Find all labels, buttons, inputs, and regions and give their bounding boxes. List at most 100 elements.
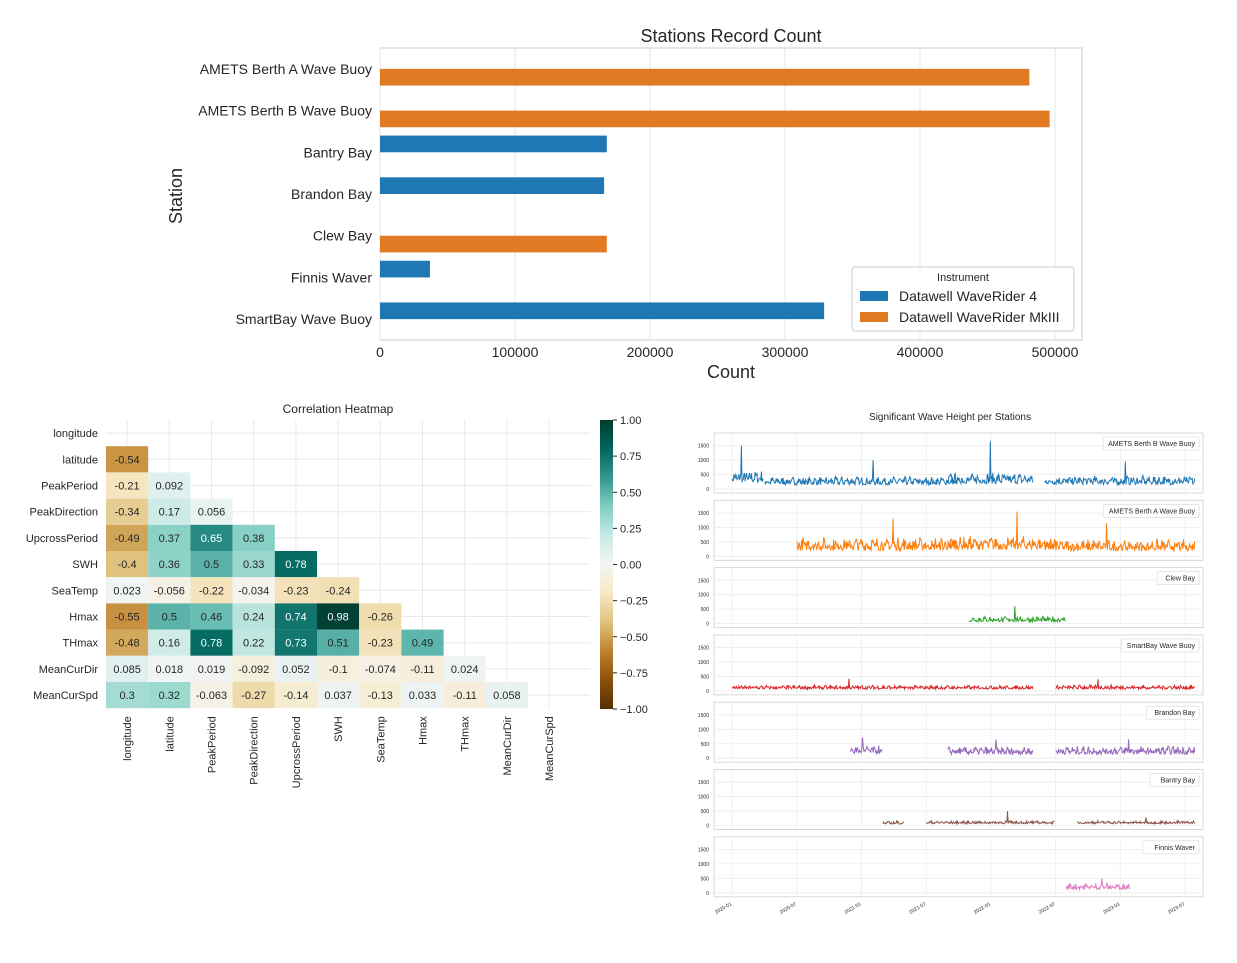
heatmap-row-label: longitude	[53, 428, 98, 440]
heatmap-cell-label: -0.13	[368, 690, 393, 702]
wave-height-legend-label: AMETS Berth B Wave Buoy	[1108, 441, 1195, 448]
heatmap-row-label: THmax	[63, 638, 99, 650]
colorbar-tick-label: −0.75	[620, 668, 648, 680]
heatmap-cell-label: 0.37	[159, 533, 180, 545]
heatmap-cell-label: 0.46	[201, 612, 222, 624]
wave-height-y-tick-label: 1000	[698, 458, 709, 464]
heatmap-cell	[232, 629, 275, 656]
heatmap-cell	[232, 524, 275, 551]
wave-height-legend-label: AMETS Berth A Wave Buoy	[1109, 508, 1196, 515]
heatmap-cell	[401, 682, 444, 709]
wave-height-x-tick-label: 2022-07	[1038, 901, 1057, 915]
wave-height-y-tick-label: 1500	[698, 646, 709, 652]
heatmap-cell-label: 0.5	[204, 559, 219, 571]
heatmap-cell	[148, 498, 191, 525]
heatmap-cell	[317, 577, 360, 604]
wave-height-y-tick-label: 0	[706, 554, 709, 560]
wave-height-y-tick-label: 1000	[698, 525, 709, 531]
heatmap-cell-label: 0.36	[159, 559, 180, 571]
heatmap-row-label: UpcrossPeriod	[26, 533, 98, 545]
heatmap-cell	[148, 472, 191, 499]
heatmap-column-label: longitude	[122, 716, 134, 761]
bar	[380, 135, 607, 153]
heatmap-cell-label: -0.48	[115, 638, 140, 650]
bar-chart: AMETS Berth A Wave Buoy AMETS Berth B Wav…	[166, 26, 1083, 382]
heatmap-cell	[148, 682, 191, 709]
wave-height-panel: 0 500 1000 1500 Bantry Bay	[698, 769, 1204, 830]
heatmap-colorbar	[600, 420, 613, 709]
heatmap-cell	[232, 655, 275, 682]
colorbar-tick-label: −0.25	[620, 596, 648, 608]
heatmap-cell-label: -0.1	[329, 664, 348, 676]
bar-x-tick-labels: 0 100000 200000 300000 400000 500000	[376, 344, 1078, 360]
heatmap-cell-label: 0.058	[493, 690, 521, 702]
legend-label-waverider4: Datawell WaveRider 4	[899, 288, 1037, 304]
bar-x-tick-label: 300000	[762, 344, 809, 360]
wave-height-x-tick-label: 2021-07	[908, 901, 927, 915]
colorbar-tick-label: 0.75	[620, 451, 641, 463]
heatmap-cell	[232, 682, 275, 709]
heatmap-cell	[148, 655, 191, 682]
heatmap-cell	[401, 655, 444, 682]
wave-height-panel: 0 500 1000 1500 AMETS Berth B Wave Buoy	[698, 432, 1204, 494]
wave-height-panels: 0 500 1000 1500 AMETS Berth B Wave Buoy 0 500 1…	[698, 432, 1204, 898]
heatmap-cell	[190, 629, 233, 656]
wave-height-y-tick-label: 1500	[698, 780, 709, 786]
wave-height-panel: 0 500 1000 1500 SmartBay Wave Buoy	[698, 634, 1204, 696]
wave-height-y-tick-label: 500	[701, 607, 710, 613]
wave-height-x-tick-labels: 2020-01 2020-07 2021-01 2021-07 2022-01 2022-…	[714, 901, 1186, 915]
heatmap-cell	[106, 629, 149, 656]
bar-x-tick-label: 100000	[492, 344, 539, 360]
heatmap-cell-label: -0.14	[283, 690, 308, 702]
heatmap-cell	[317, 655, 360, 682]
heatmap-cell-label: -0.21	[115, 481, 140, 493]
wave-height-y-tick-label: 500	[701, 473, 710, 479]
bar-x-axis-label: Count	[707, 362, 755, 382]
bar-y-tick-label: Bantry Bay	[304, 144, 372, 160]
heatmap-cell-label: -0.26	[368, 612, 393, 624]
wave-height-title: Significant Wave Height per Stations	[869, 412, 1031, 423]
wave-height-y-tick-label: 0	[706, 891, 709, 897]
correlation-heatmap: -0.54 -0.21 0.092 -0.34 0.17 0.056 -0.49 0.37 0.…	[26, 402, 648, 788]
wave-height-x-tick-label: 2022-01	[973, 901, 992, 915]
bar	[380, 302, 825, 320]
colorbar-tick-labels: 1.00 0.75 0.50 0.25 0.00 −0.25 −0.50 −0.75 −1.00	[613, 415, 648, 716]
wave-height-panel-frame	[713, 769, 1204, 830]
heatmap-cell-label: 0.78	[285, 559, 306, 571]
colorbar-tick-label: −0.50	[620, 632, 648, 644]
heatmap-cell	[190, 524, 233, 551]
heatmap-cell	[148, 551, 191, 578]
wave-height-x-tick-label: 2023-07	[1167, 901, 1186, 915]
heatmap-cell-label: -0.54	[115, 454, 140, 466]
heatmap-cell	[190, 577, 233, 604]
heatmap-cell-label: -0.11	[410, 664, 434, 676]
wave-height-series-line	[1055, 679, 1196, 692]
heatmap-cell-label: -0.49	[115, 533, 140, 545]
wave-height-series-line	[947, 441, 1034, 486]
wave-height-legend-label: Bantry Bay	[1161, 778, 1196, 785]
heatmap-row-label: Hmax	[69, 612, 98, 624]
heatmap-cell-label: -0.4	[118, 559, 137, 571]
heatmap-cell	[317, 682, 360, 709]
heatmap-column-label: UpcrossPeriod	[291, 716, 303, 788]
heatmap-cell-label: -0.063	[196, 690, 227, 702]
heatmap-cell-label: -0.27	[241, 690, 266, 702]
wave-height-panel: 0 500 1000 1500 AMETS Berth A Wave Buoy	[698, 499, 1204, 561]
heatmap-cell	[106, 655, 149, 682]
wave-height-x-tick-label: 2021-01	[844, 901, 863, 915]
heatmap-cell-label: -0.074	[365, 664, 396, 676]
heatmap-column-label: latitude	[164, 716, 176, 751]
heatmap-cell	[274, 603, 317, 630]
heatmap-row-label: MeanCurDir	[39, 664, 99, 676]
wave-height-series-line	[947, 739, 1034, 757]
heatmap-column-label: Hmax	[418, 716, 430, 745]
heatmap-cell-label: 0.3	[119, 690, 134, 702]
heatmap-cell	[232, 603, 275, 630]
wave-height-y-tick-label: 0	[706, 756, 709, 762]
heatmap-column-label: THmax	[460, 716, 472, 752]
wave-height-panel: 0 500 1000 1500 Clew Bay	[698, 567, 1204, 628]
wave-height-legend-label: Clew Bay	[1165, 576, 1195, 583]
wave-height-y-tick-label: 1500	[698, 511, 709, 517]
wave-height-y-tick-label: 1000	[698, 727, 709, 733]
bar-x-tick-label: 0	[376, 344, 384, 360]
